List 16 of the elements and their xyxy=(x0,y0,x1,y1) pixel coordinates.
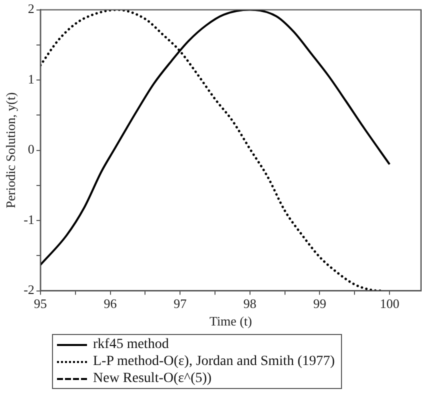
x-axis-title: Time (t) xyxy=(209,314,252,329)
x-tick-label: 99 xyxy=(313,296,326,312)
legend-label: New Result-O(ε^(5)) xyxy=(93,370,212,387)
legend-label: L-P method-O(ε), Jordan and Smith (1977) xyxy=(93,353,335,370)
y-tick-label: 0 xyxy=(28,142,34,157)
x-tick-label: 95 xyxy=(34,296,47,312)
legend-label: rkf45 method xyxy=(93,336,169,353)
x-tick-label: 96 xyxy=(104,296,118,312)
y-tick-label: 2 xyxy=(28,1,34,16)
y-axis-title: Periodic Solution, y(t) xyxy=(3,92,18,208)
y-tick-label: -2 xyxy=(24,282,34,298)
y-tick-label: 1 xyxy=(28,71,34,86)
x-tick-label: 100 xyxy=(380,296,400,312)
y-tick-label: -1 xyxy=(24,212,34,227)
x-tick-label: 98 xyxy=(243,296,256,312)
x-tick-label: 97 xyxy=(174,296,188,312)
